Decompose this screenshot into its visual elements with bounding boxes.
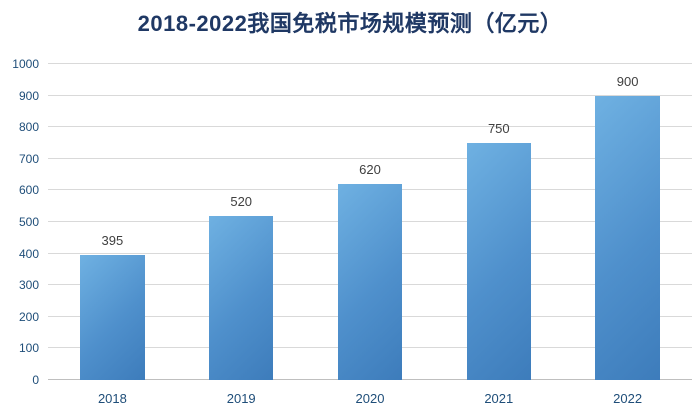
x-tick-label: 2021 (484, 391, 514, 406)
x-tick-label: 2022 (613, 391, 643, 406)
y-tick-label: 600 (18, 183, 39, 198)
y-tick-label: 500 (18, 215, 39, 229)
y-tick-label: 400 (18, 246, 39, 261)
x-tick-label: 2020 (355, 391, 385, 406)
gridline (48, 63, 692, 64)
y-tick-label: 300 (18, 278, 39, 293)
bar-value-label: 750 (487, 121, 510, 136)
plot-area: 0 100 200 300 400 500 600 700 800 900 1000 395 520 62… (12, 57, 692, 387)
y-tick-label: 200 (18, 309, 39, 324)
bar-2018 (80, 255, 145, 380)
x-tick-label: 2019 (226, 391, 256, 406)
y-tick-label: 100 (18, 341, 39, 356)
bar-2022 (595, 95, 660, 380)
chart-title: 2018-2022我国免税市场规模预测（亿元） (137, 11, 563, 36)
bar-2021 (466, 143, 531, 380)
gridline (48, 157, 692, 159)
x-axis-labels: 2018 2019 2020 2021 2022 (48, 391, 692, 409)
x-tick-label: 2018 (97, 391, 127, 406)
bar-2020 (337, 184, 403, 380)
y-tick-label: 1000 (12, 57, 39, 71)
y-tick-label: 900 (18, 88, 39, 103)
y-tick-label: 800 (18, 120, 39, 135)
bar-value-label: 395 (101, 233, 124, 249)
bar-value-label: 900 (616, 73, 639, 89)
gridline (48, 94, 692, 96)
y-tick-label: 0 (32, 373, 39, 387)
gridline (48, 126, 692, 128)
y-tick-label: 700 (18, 151, 39, 166)
bar-value-label: 620 (359, 162, 381, 178)
bar-value-label: 520 (230, 193, 253, 209)
bar-2019 (209, 215, 274, 380)
